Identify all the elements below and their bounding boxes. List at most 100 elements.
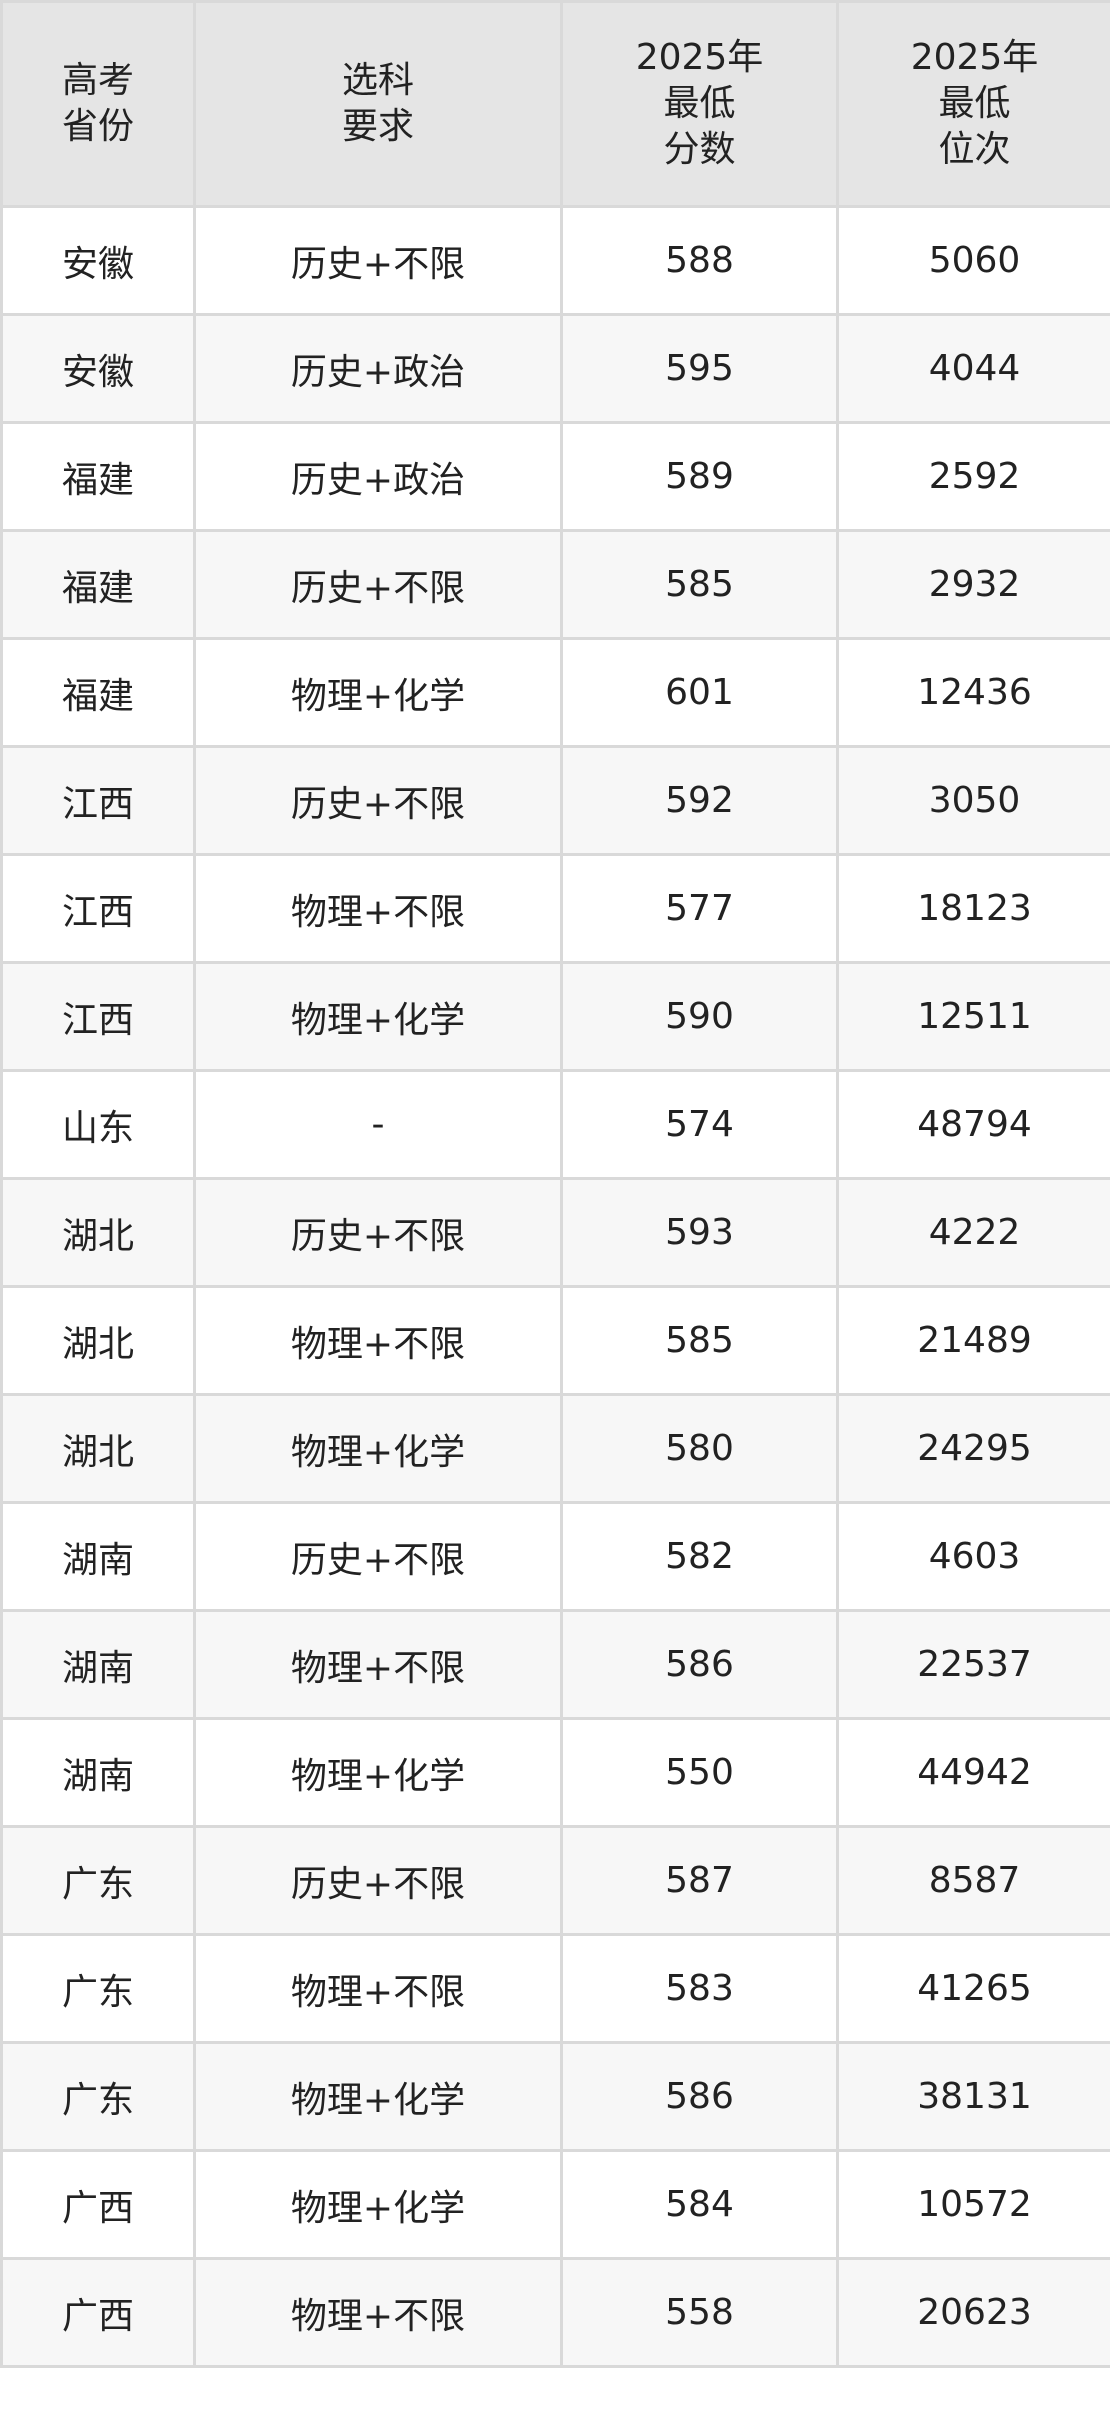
cell-min-score: 585 [560, 1285, 839, 1396]
cell-province: 湖北 [0, 1285, 196, 1396]
cell-min-rank: 21489 [836, 1285, 1110, 1396]
cell-subject-requirement: 历史+不限 [193, 1501, 563, 1612]
table-row: 湖南 物理+化学 550 44942 [0, 1717, 1110, 1828]
cell-province: 广东 [0, 1933, 196, 2044]
cell-subject-requirement: 历史+不限 [193, 1825, 563, 1936]
cell-subject-requirement: 物理+化学 [193, 1717, 563, 1828]
header-min-rank: 2025年 最低 位次 [836, 0, 1110, 208]
cell-min-rank: 4222 [836, 1177, 1110, 1288]
cell-min-rank: 4603 [836, 1501, 1110, 1612]
cell-min-score: 577 [560, 853, 839, 964]
cell-subject-requirement: - [193, 1069, 563, 1180]
cell-min-rank: 4044 [836, 313, 1110, 424]
cell-province: 江西 [0, 961, 196, 1072]
cell-province: 安徽 [0, 313, 196, 424]
cell-subject-requirement: 物理+不限 [193, 853, 563, 964]
cell-min-score: 580 [560, 1393, 839, 1504]
cell-subject-requirement: 历史+不限 [193, 745, 563, 856]
cell-province: 湖北 [0, 1393, 196, 1504]
cell-province: 江西 [0, 853, 196, 964]
cell-min-rank: 3050 [836, 745, 1110, 856]
cell-min-rank: 20623 [836, 2257, 1110, 2368]
table-row: 湖北 物理+化学 580 24295 [0, 1393, 1110, 1504]
cell-subject-requirement: 物理+化学 [193, 2041, 563, 2152]
table-row: 湖北 历史+不限 593 4222 [0, 1177, 1110, 1288]
table-row: 广东 物理+不限 583 41265 [0, 1933, 1110, 2044]
cell-province: 山东 [0, 1069, 196, 1180]
cell-province: 湖南 [0, 1717, 196, 1828]
table-row: 湖南 历史+不限 582 4603 [0, 1501, 1110, 1612]
table-row: 安徽 历史+不限 588 5060 [0, 205, 1110, 316]
cell-subject-requirement: 物理+不限 [193, 2257, 563, 2368]
cell-subject-requirement: 历史+政治 [193, 313, 563, 424]
header-subject-requirement: 选科 要求 [193, 0, 563, 208]
table-row: 广东 历史+不限 587 8587 [0, 1825, 1110, 1936]
table-row: 广东 物理+化学 586 38131 [0, 2041, 1110, 2152]
table-row: 湖北 物理+不限 585 21489 [0, 1285, 1110, 1396]
cell-min-score: 590 [560, 961, 839, 1072]
table-row: 江西 历史+不限 592 3050 [0, 745, 1110, 856]
cell-province: 福建 [0, 421, 196, 532]
cell-min-score: 593 [560, 1177, 839, 1288]
header-min-score: 2025年 最低 分数 [560, 0, 839, 208]
cell-min-rank: 48794 [836, 1069, 1110, 1180]
cell-province: 江西 [0, 745, 196, 856]
cell-province: 湖南 [0, 1609, 196, 1720]
cell-subject-requirement: 物理+化学 [193, 961, 563, 1072]
cell-min-rank: 2932 [836, 529, 1110, 640]
cell-province: 湖北 [0, 1177, 196, 1288]
cell-min-score: 574 [560, 1069, 839, 1180]
cell-subject-requirement: 历史+不限 [193, 529, 563, 640]
cell-subject-requirement: 物理+化学 [193, 2149, 563, 2260]
cell-subject-requirement: 历史+政治 [193, 421, 563, 532]
table-row: 安徽 历史+政治 595 4044 [0, 313, 1110, 424]
table-header-row: 高考 省份 选科 要求 2025年 最低 分数 2025年 最低 位次 [0, 0, 1110, 208]
cell-province: 安徽 [0, 205, 196, 316]
cell-province: 湖南 [0, 1501, 196, 1612]
header-province: 高考 省份 [0, 0, 196, 208]
cell-min-score: 592 [560, 745, 839, 856]
table-row: 江西 物理+不限 577 18123 [0, 853, 1110, 964]
cell-min-rank: 24295 [836, 1393, 1110, 1504]
cell-min-rank: 10572 [836, 2149, 1110, 2260]
table-row: 湖南 物理+不限 586 22537 [0, 1609, 1110, 1720]
table-row: 福建 历史+不限 585 2932 [0, 529, 1110, 640]
table-row: 福建 物理+化学 601 12436 [0, 637, 1110, 748]
cell-province: 广西 [0, 2257, 196, 2368]
cell-min-rank: 38131 [836, 2041, 1110, 2152]
cell-province: 福建 [0, 637, 196, 748]
cell-min-score: 588 [560, 205, 839, 316]
cell-subject-requirement: 物理+化学 [193, 1393, 563, 1504]
cell-min-score: 587 [560, 1825, 839, 1936]
cell-min-score: 601 [560, 637, 839, 748]
cell-min-score: 586 [560, 1609, 839, 1720]
cell-province: 广东 [0, 2041, 196, 2152]
cell-min-rank: 12436 [836, 637, 1110, 748]
cell-province: 广东 [0, 1825, 196, 1936]
cell-min-rank: 2592 [836, 421, 1110, 532]
cell-min-score: 558 [560, 2257, 839, 2368]
cell-min-rank: 44942 [836, 1717, 1110, 1828]
cell-min-score: 586 [560, 2041, 839, 2152]
cell-min-rank: 5060 [836, 205, 1110, 316]
table-row: 广西 物理+不限 558 20623 [0, 2257, 1110, 2368]
cell-min-score: 582 [560, 1501, 839, 1612]
cell-min-score: 550 [560, 1717, 839, 1828]
cell-min-score: 585 [560, 529, 839, 640]
cell-min-score: 595 [560, 313, 839, 424]
cell-min-score: 584 [560, 2149, 839, 2260]
table-row: 广西 物理+化学 584 10572 [0, 2149, 1110, 2260]
cell-min-rank: 18123 [836, 853, 1110, 964]
cell-subject-requirement: 物理+不限 [193, 1609, 563, 1720]
table-row: 江西 物理+化学 590 12511 [0, 961, 1110, 1072]
cell-min-rank: 22537 [836, 1609, 1110, 1720]
table-row: 福建 历史+政治 589 2592 [0, 421, 1110, 532]
cell-province: 福建 [0, 529, 196, 640]
admission-score-table: 高考 省份 选科 要求 2025年 最低 分数 2025年 最低 位次 安徽 历史… [0, 0, 1110, 2368]
cell-min-score: 589 [560, 421, 839, 532]
cell-min-rank: 41265 [836, 1933, 1110, 2044]
cell-subject-requirement: 历史+不限 [193, 205, 563, 316]
cell-min-score: 583 [560, 1933, 839, 2044]
cell-subject-requirement: 历史+不限 [193, 1177, 563, 1288]
cell-subject-requirement: 物理+不限 [193, 1933, 563, 2044]
